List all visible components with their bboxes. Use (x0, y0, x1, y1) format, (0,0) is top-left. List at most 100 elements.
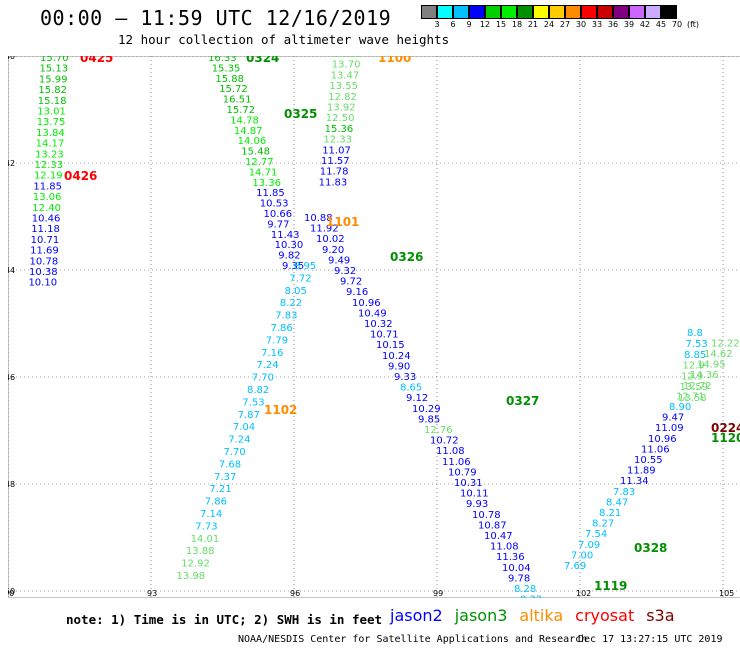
wave-height-value: 9.82 (278, 251, 300, 262)
wave-height-value: 7.21 (209, 484, 231, 495)
wave-height-value: 8.95 (294, 261, 316, 272)
wave-height-value: 12.33 (323, 135, 352, 146)
wave-height-value: 14.78 (230, 115, 259, 126)
wave-height-value: 11.08 (490, 542, 519, 553)
wave-height-value: 13.88 (186, 546, 215, 557)
wave-height-value: 16.33 (208, 56, 237, 64)
latitude-label: -48 (8, 480, 15, 489)
wave-height-value: 15.48 (241, 147, 270, 158)
wave-height-value: 9.49 (328, 255, 350, 266)
wave-height-value: 12.92 (181, 559, 210, 570)
wave-height-value: 8.27 (592, 519, 614, 530)
wave-height-value: 7.53 (686, 339, 708, 350)
wave-height-value: 12.19 (34, 171, 63, 182)
wave-height-value: 13.23 (35, 149, 64, 160)
axis-labels: -40 -42 -44 -46 -48 -5090 93 96 99 102 105 (8, 56, 734, 598)
scale-label: 70 (671, 20, 683, 29)
wave-height-value: 10.96 (352, 298, 381, 309)
wave-height-value: 9.33 (394, 372, 416, 383)
wave-height-value: 9.12 (406, 393, 428, 404)
wave-height-value: 11.89 (627, 466, 656, 477)
wave-height-value: 10.29 (412, 404, 441, 415)
map-frame (8, 56, 740, 598)
scale-label: 42 (639, 20, 651, 29)
scale-label: 15 (495, 20, 507, 29)
wave-height-value: 12.40 (32, 203, 61, 214)
wave-height-value: 11.18 (31, 224, 60, 235)
wave-height-value: 10.30 (275, 240, 304, 251)
wave-height-value: 13.98 (177, 571, 206, 582)
longitude-label: 99 (433, 589, 443, 598)
wave-height-value: 7.72 (289, 273, 311, 284)
scale-swatch (517, 5, 533, 19)
wave-height-value: 11.07 (322, 145, 351, 156)
scale-label: 9 (466, 20, 472, 29)
latitude-label: -40 (8, 56, 15, 61)
wave-height-value: 11.06 (442, 457, 471, 468)
wave-height-value: 10.32 (364, 319, 393, 330)
wave-height-value: 10.24 (382, 351, 411, 362)
pass-label: 0327 (506, 394, 539, 408)
wave-height-value: 7.79 (266, 335, 288, 346)
wave-height-value: 10.96 (648, 434, 677, 445)
wave-height-value: 9.32 (334, 266, 356, 277)
pass-label: 0426 (64, 169, 97, 183)
wave-height-value: 10.49 (358, 308, 387, 319)
wave-height-value: 11.34 (620, 476, 649, 487)
pass-labels: 0425 0426 0324 0325 0326 0327 0328 1100 1101 1102… (64, 56, 740, 593)
wave-height-value: 8.90 (669, 402, 691, 413)
wave-height-value: 12.76 (424, 425, 453, 436)
wave-height-value: 13.75 (37, 117, 66, 128)
wave-height-value: 9.20 (322, 245, 344, 256)
wave-height-value: 12.22 (711, 338, 740, 349)
wave-height-value: 10.71 (31, 235, 60, 246)
wave-height-value: 13.70 (332, 60, 361, 71)
wave-height-value: 10.88 (304, 213, 333, 224)
wave-height-value: 14.95 (697, 360, 726, 371)
wave-height-value: 7.83 (275, 311, 297, 322)
wave-height-value: 14.71 (249, 167, 278, 178)
scale-label: 39 (623, 20, 635, 29)
scale-swatch (533, 5, 549, 19)
scale-label: 6 (450, 20, 456, 29)
scale-label: 18 (511, 20, 523, 29)
wave-height-value: 13.59 (680, 382, 709, 393)
wave-height-value: 15.88 (215, 74, 244, 85)
wave-height-value: 7.24 (228, 435, 250, 446)
pass-label: 0324 (246, 56, 279, 65)
wave-height-value: 14.36 (690, 370, 719, 381)
wave-height-value: 12.9 (683, 361, 705, 372)
wave-height-value: 7.09 (578, 540, 600, 551)
scale-swatches (421, 5, 701, 19)
latitude-label: -44 (8, 266, 15, 275)
wave-height-value: 13.36 (252, 178, 281, 189)
wave-height-value: 8.65 (400, 383, 422, 394)
wave-height-value: 11.85 (256, 188, 285, 199)
scale-swatch (469, 5, 485, 19)
pass-label: 0425 (80, 56, 113, 65)
wave-height-value: 7.73 (195, 521, 217, 532)
wave-height-value: 14.01 (191, 534, 220, 545)
scale-swatch (661, 5, 677, 19)
wave-height-value: 7.37 (214, 472, 236, 483)
wave-height-value: 15.70 (40, 56, 69, 64)
latitude-label: -50 (8, 587, 15, 596)
wave-height-value: 9.78 (508, 573, 530, 584)
longitude-label: 96 (290, 589, 300, 598)
wave-height-value: 7.54 (585, 529, 607, 540)
scale-label: (ft) (686, 20, 700, 29)
wave-height-value: 7.00 (571, 550, 593, 561)
pass-label: 0224 (711, 421, 740, 435)
map-grid (8, 56, 740, 598)
longitude-label: 105 (719, 589, 734, 598)
satellite-legend-jason3: jason3 (454, 606, 508, 625)
wave-height-value: 15.18 (38, 96, 67, 107)
wave-height-value: 8.21 (599, 508, 621, 519)
wave-height-value: 7.24 (256, 360, 278, 371)
scale-swatch (597, 5, 613, 19)
wave-height-value: 15.35 (212, 63, 241, 74)
wave-height-value: 11.85 (33, 181, 62, 192)
wave-height-value: 14.62 (704, 349, 733, 360)
wave-height-value: 12.77 (245, 157, 274, 168)
